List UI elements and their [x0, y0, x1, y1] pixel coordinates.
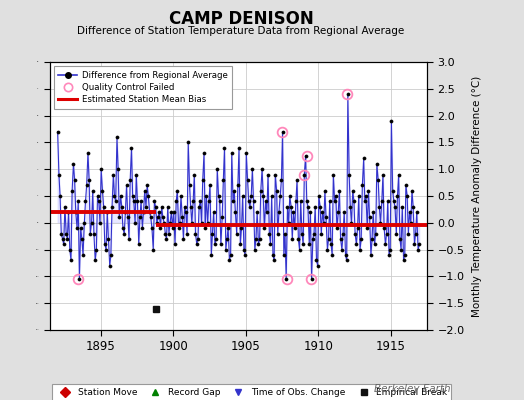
Text: CAMP DENISON: CAMP DENISON — [169, 10, 313, 28]
Text: Berkeley Earth: Berkeley Earth — [374, 384, 451, 394]
Text: Difference of Station Temperature Data from Regional Average: Difference of Station Temperature Data f… — [78, 26, 405, 36]
Legend: Station Move, Record Gap, Time of Obs. Change, Empirical Break: Station Move, Record Gap, Time of Obs. C… — [52, 384, 451, 400]
Y-axis label: Monthly Temperature Anomaly Difference (°C): Monthly Temperature Anomaly Difference (… — [472, 75, 482, 317]
